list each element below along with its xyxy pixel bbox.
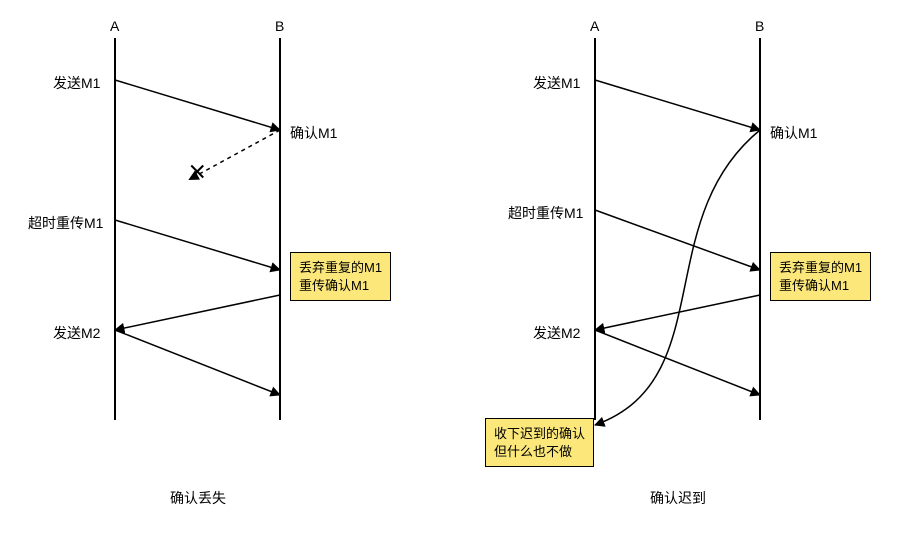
right-lateack-line2: 但什么也不做 bbox=[494, 444, 572, 459]
right-A-header: A bbox=[590, 18, 599, 34]
right-lateack-line1: 收下迟到的确认 bbox=[494, 426, 585, 441]
right-B-header: B bbox=[755, 18, 764, 34]
right-sendM1-label: 发送M1 bbox=[533, 73, 580, 93]
diagram-svg bbox=[0, 0, 901, 536]
left-sendM1-label: 发送M1 bbox=[53, 73, 100, 93]
right-retransM1-label: 超时重传M1 bbox=[508, 203, 583, 223]
left-title: 确认丢失 bbox=[170, 488, 226, 508]
left-dupM1-line1: 丢弃重复的M1 bbox=[299, 260, 382, 275]
right-dupM1-box: 丢弃重复的M1 重传确认M1 bbox=[770, 252, 871, 301]
left-ackM1-label: 确认M1 bbox=[290, 123, 337, 143]
right-title: 确认迟到 bbox=[650, 488, 706, 508]
right-sendM2-label: 发送M2 bbox=[533, 323, 580, 343]
left-retransM1-label: 超时重传M1 bbox=[28, 213, 103, 233]
left-A-header: A bbox=[110, 18, 119, 34]
left-B-header: B bbox=[275, 18, 284, 34]
left-sendM2-label: 发送M2 bbox=[53, 323, 100, 343]
right-dupM1-line1: 丢弃重复的M1 bbox=[779, 260, 862, 275]
right-ackM1-label: 确认M1 bbox=[770, 123, 817, 143]
right-lateack-box: 收下迟到的确认 但什么也不做 bbox=[485, 418, 594, 467]
left-dupM1-line2: 重传确认M1 bbox=[299, 278, 369, 293]
diagram-canvas: A B 发送M1 超时重传M1 发送M2 确认M1 丢弃重复的M1 重传确认M1… bbox=[0, 0, 901, 536]
left-dupM1-box: 丢弃重复的M1 重传确认M1 bbox=[290, 252, 391, 301]
right-dupM1-line2: 重传确认M1 bbox=[779, 278, 849, 293]
